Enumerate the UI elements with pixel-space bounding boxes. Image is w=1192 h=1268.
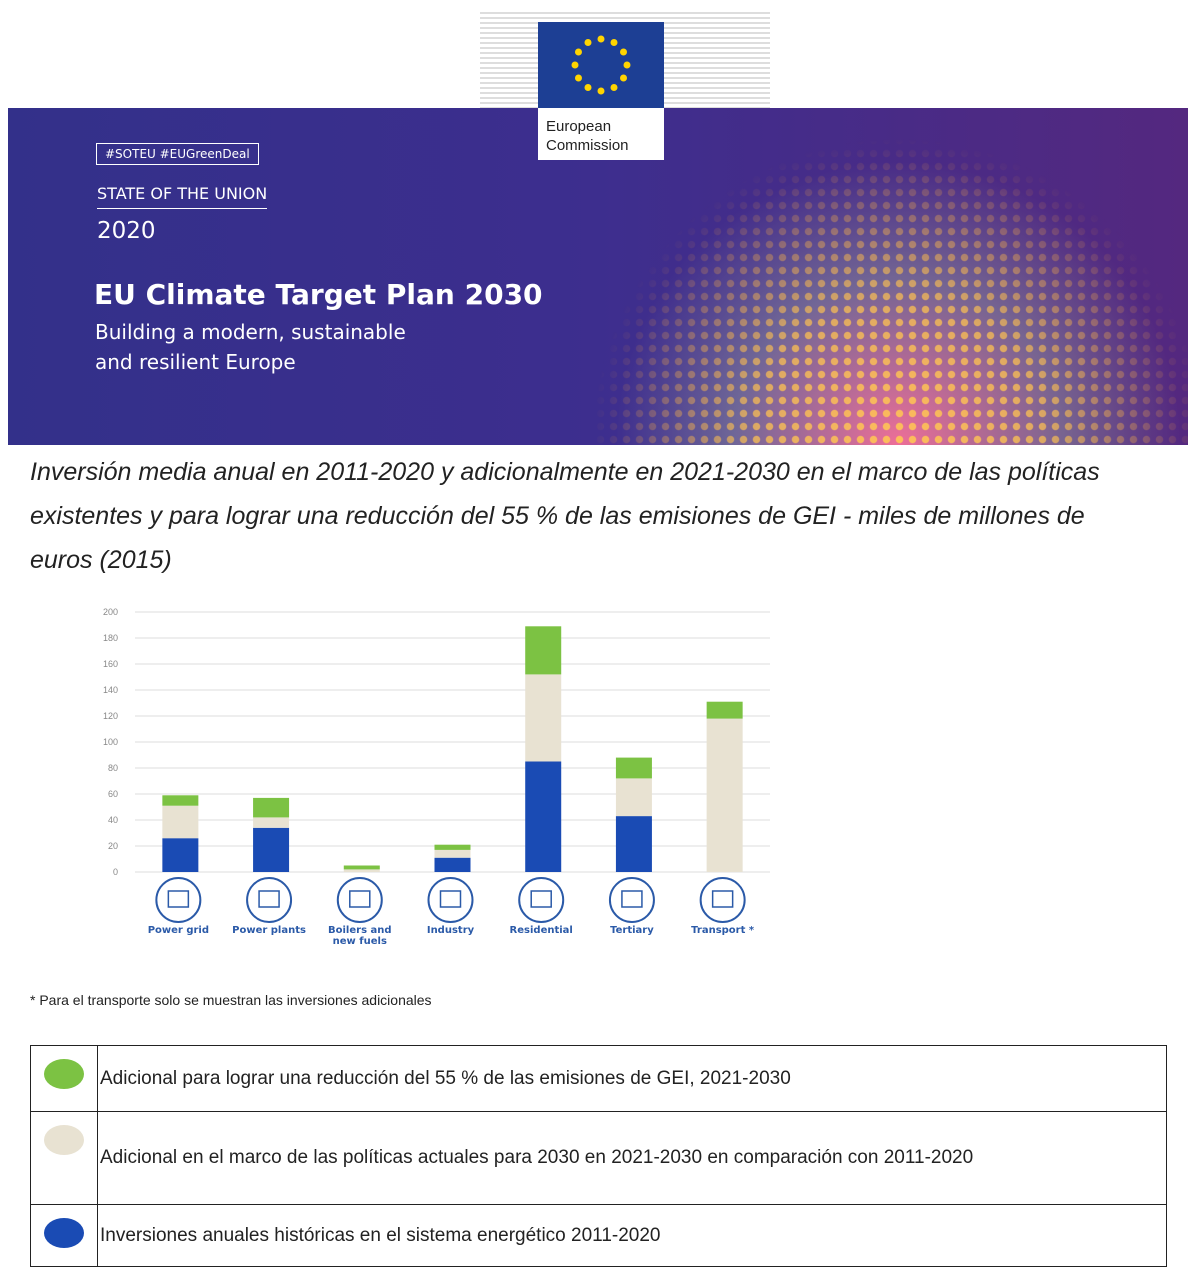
- category-icon: [429, 878, 473, 922]
- legend-label: Inversiones anuales históricas en el sis…: [98, 1205, 1167, 1267]
- bar-segment: [525, 674, 561, 761]
- x-tick-label: Industry: [411, 925, 491, 936]
- legend-row: Adicional para lograr una reducción del …: [31, 1046, 1167, 1112]
- legend-label: Adicional en el marco de las políticas a…: [98, 1112, 1167, 1205]
- legend-swatch: [44, 1125, 84, 1155]
- bar-segment: [253, 817, 289, 827]
- bar-segment: [344, 869, 380, 872]
- legend: Adicional para lograr una reducción del …: [30, 1045, 1167, 1267]
- y-tick-label: 140: [103, 685, 118, 695]
- category-icon: [156, 878, 200, 922]
- x-tick-label: Power grid: [138, 925, 218, 936]
- x-tick-label: Boilers and new fuels: [320, 925, 400, 947]
- category-icon: [338, 878, 382, 922]
- y-tick-label: 120: [103, 711, 118, 721]
- bar-segment: [435, 850, 471, 858]
- legend-swatch-cell: [31, 1046, 98, 1112]
- bar-segment: [435, 845, 471, 850]
- x-tick-label: Transport *: [683, 925, 763, 936]
- bar-segment: [616, 778, 652, 816]
- bar-segment: [616, 816, 652, 872]
- y-tick-label: 20: [108, 841, 118, 851]
- y-tick-label: 180: [103, 633, 118, 643]
- category-icon: [701, 878, 745, 922]
- bar-segment: [253, 828, 289, 872]
- bar-segment: [162, 806, 198, 839]
- legend-swatch-cell: [31, 1112, 98, 1205]
- x-tick-label: Power plants: [229, 925, 309, 936]
- category-icon: [610, 878, 654, 922]
- y-tick-label: 160: [103, 659, 118, 669]
- bar-segment: [162, 838, 198, 872]
- bar-segment: [162, 795, 198, 805]
- legend-row: Adicional en el marco de las políticas a…: [31, 1112, 1167, 1205]
- y-tick-label: 200: [103, 607, 118, 617]
- legend-swatch: [44, 1218, 84, 1248]
- bar-segment: [707, 702, 743, 719]
- bar-segment: [525, 626, 561, 674]
- category-icon: [519, 878, 563, 922]
- x-tick-label: Tertiary: [592, 925, 672, 936]
- y-tick-label: 100: [103, 737, 118, 747]
- y-tick-label: 60: [108, 789, 118, 799]
- page: #SOTEU #EUGreenDeal STATE OF THE UNION 2…: [0, 0, 1192, 1268]
- legend-swatch: [44, 1059, 84, 1089]
- x-tick-label: Residential: [501, 925, 581, 936]
- y-tick-label: 0: [113, 867, 118, 877]
- y-tick-label: 80: [108, 763, 118, 773]
- footnote: * Para el transporte solo se muestran la…: [30, 992, 432, 1008]
- bar-segment: [435, 858, 471, 872]
- bar-segment: [525, 762, 561, 873]
- legend-swatch-cell: [31, 1205, 98, 1267]
- bar-segment: [707, 719, 743, 872]
- category-icon: [247, 878, 291, 922]
- bar-segment: [253, 798, 289, 818]
- y-tick-label: 40: [108, 815, 118, 825]
- bar-segment: [616, 758, 652, 779]
- legend-label: Adicional para lograr una reducción del …: [98, 1046, 1167, 1112]
- legend-row: Inversiones anuales históricas en el sis…: [31, 1205, 1167, 1267]
- bar-segment: [344, 866, 380, 870]
